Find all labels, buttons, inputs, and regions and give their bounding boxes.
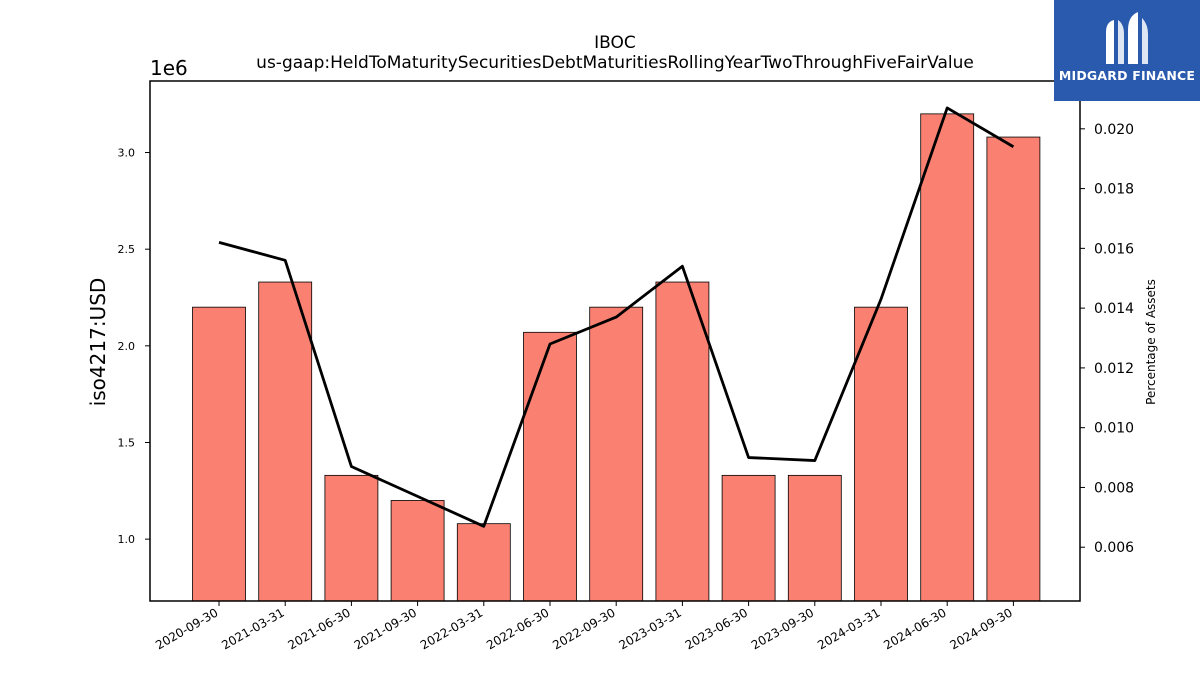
y-right-tick-label: 0.020: [1094, 122, 1134, 138]
x-tick-label: 2023-06-30: [683, 605, 750, 652]
bar-2021-06-30: [324, 474, 379, 602]
y-right-tick-label: 0.018: [1094, 182, 1134, 198]
x-tick-label: 2022-06-30: [484, 605, 551, 652]
y-offset-label: 1e6: [150, 56, 188, 80]
y-right-tick-label: 0.008: [1094, 480, 1134, 496]
chart-subtitle: us-gaap:HeldToMaturitySecuritiesDebtMatu…: [256, 53, 974, 73]
x-tick-label: 2023-03-31: [616, 605, 683, 652]
bar-2024-09-30: [986, 136, 1041, 602]
bar-2021-03-31: [258, 281, 313, 602]
x-tick-label: 2024-09-30: [947, 605, 1014, 652]
logo-text: MIDGARD FINANCE: [1058, 68, 1196, 83]
logo-badge: MIDGARD FINANCE: [1054, 0, 1200, 101]
y-right-tick-label: 0.006: [1094, 540, 1134, 556]
y-tick-label: 2.0: [118, 340, 136, 353]
bar-2024-06-30: [920, 113, 975, 602]
bar-2022-03-31: [456, 523, 511, 602]
x-tick-label: 2024-06-30: [881, 605, 948, 652]
bar-2023-09-30: [787, 474, 842, 602]
x-tick-label: 2021-03-31: [219, 605, 286, 652]
chart-title: IBOC: [594, 33, 636, 53]
y-tick-label: 3.0: [118, 147, 136, 160]
y-right-tick-label: 0.014: [1094, 301, 1134, 317]
y-right-tick-label: 0.016: [1094, 241, 1134, 257]
bar-2024-03-31: [854, 306, 908, 602]
x-tick-label: 2020-09-30: [153, 605, 220, 652]
x-tick-label: 2022-09-30: [550, 605, 617, 652]
midgard-logo-icon: [1106, 12, 1148, 64]
y-right-tick-label: 0.010: [1094, 421, 1134, 437]
y-tick-label: 2.5: [118, 243, 136, 256]
plot-frame: [149, 80, 1081, 602]
x-tick-label: 2021-06-30: [285, 605, 352, 652]
x-tick-label: 2023-09-30: [749, 605, 816, 652]
x-tick-label: 2021-09-30: [352, 605, 419, 652]
bar-2020-09-30: [192, 306, 246, 602]
y-axis-right-label: Percentage of Assets: [1144, 279, 1158, 405]
bar-2022-06-30: [523, 331, 577, 602]
percentage-line: [218, 106, 1015, 528]
bar-2023-06-30: [721, 474, 776, 602]
y-tick-label: 1.0: [118, 533, 136, 546]
y-tick-label: 1.5: [118, 436, 136, 449]
y-axis-label: iso4217:USD: [86, 278, 110, 407]
x-tick-label: 2022-03-31: [418, 605, 485, 652]
bar-2023-03-31: [655, 281, 710, 602]
bar-2021-09-30: [390, 500, 445, 602]
y-right-tick-label: 0.012: [1094, 361, 1134, 377]
bar-2022-09-30: [589, 306, 644, 602]
x-tick-label: 2024-03-31: [815, 605, 882, 652]
